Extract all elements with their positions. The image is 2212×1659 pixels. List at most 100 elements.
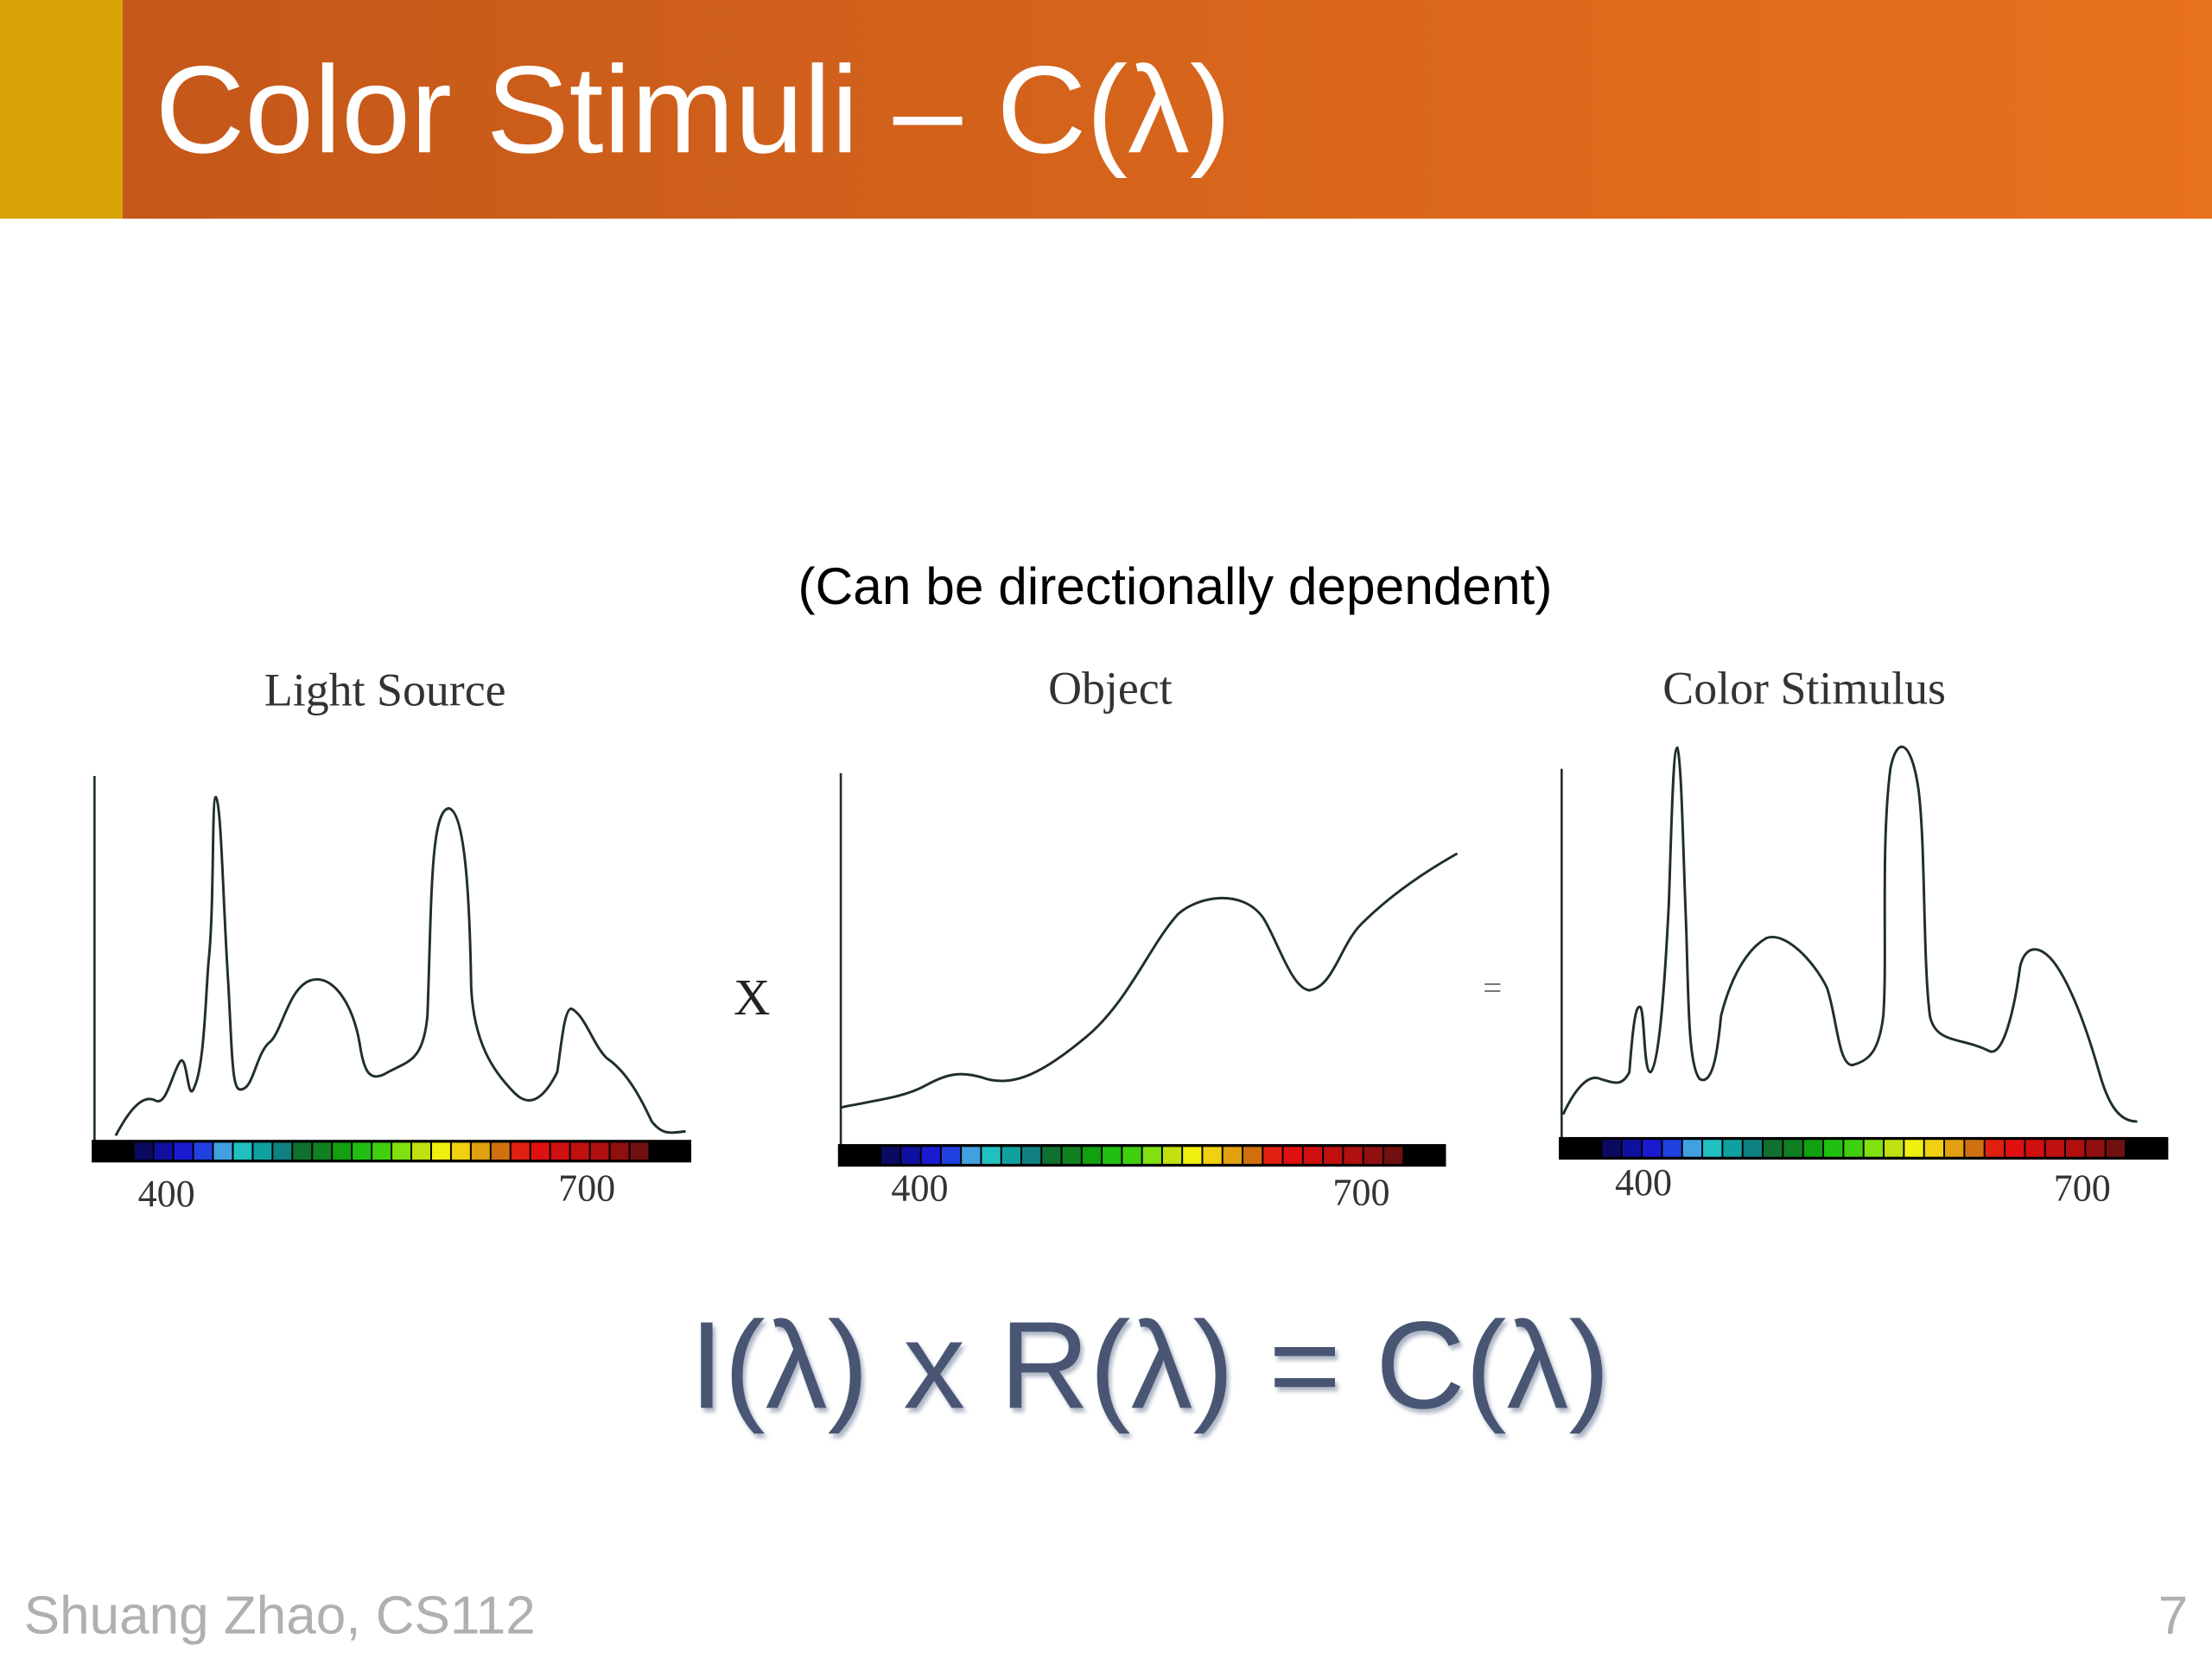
- spectrum-cell: [962, 1147, 981, 1164]
- spectrum-cell: [570, 1142, 589, 1160]
- tick-label: 700: [1332, 1171, 1389, 1213]
- spectrum-cell: [1622, 1140, 1642, 1157]
- spectrum-cell: [1142, 1147, 1161, 1164]
- spectrum-cell: [1162, 1147, 1182, 1164]
- spectrum-cell: [941, 1147, 961, 1164]
- spectrum-cell: [982, 1147, 1001, 1164]
- panel-label: Light Source: [264, 664, 506, 715]
- panel-label: Object: [1048, 663, 1173, 715]
- spectrum-cell: [1743, 1140, 1763, 1157]
- tick-label: 700: [558, 1166, 615, 1209]
- spectrum-cell: [174, 1142, 193, 1160]
- spectrum-cell: [1383, 1147, 1403, 1164]
- spectrum-cell: [1985, 1140, 2005, 1157]
- spectrum-cell: [134, 1142, 153, 1160]
- spectrum-cell: [1723, 1140, 1742, 1157]
- spectrum-cell: [2086, 1140, 2105, 1157]
- spectrum-cell: [1042, 1147, 1061, 1164]
- spectrum-cell: [353, 1142, 372, 1160]
- spectrum-cell: [1021, 1147, 1041, 1164]
- spectrum-cell: [1082, 1147, 1102, 1164]
- tick-label: 400: [138, 1173, 195, 1215]
- spectrum-cell: [154, 1142, 173, 1160]
- spectrum-cell: [630, 1142, 649, 1160]
- spectrum-cell: [1864, 1140, 1884, 1157]
- spectrum-cell: [1263, 1147, 1282, 1164]
- spectrum-cell: [313, 1142, 332, 1160]
- spectrum-cell: [1824, 1140, 1843, 1157]
- spectrum-cell: [213, 1142, 232, 1160]
- spectrum-cell: [2025, 1140, 2044, 1157]
- spectrum-cell: [921, 1147, 940, 1164]
- spectrum-cell: [1783, 1140, 1802, 1157]
- spectrum-cell: [194, 1142, 213, 1160]
- spectrum-cell: [392, 1142, 411, 1160]
- spectrum-cell: [1904, 1140, 1923, 1157]
- spectrum-cell: [451, 1142, 470, 1160]
- spectrum-cell: [1643, 1140, 1662, 1157]
- spectrum-cell: [1965, 1140, 1984, 1157]
- spectrum-cell: [1122, 1147, 1141, 1164]
- slide-title: Color Stimuli – C(λ): [156, 41, 1231, 179]
- spectrum-cell: [1764, 1140, 1783, 1157]
- tick-label: 400: [1615, 1161, 1672, 1204]
- spectrum-cell: [1283, 1147, 1302, 1164]
- spectrum-cell: [2106, 1140, 2126, 1157]
- object-curve: [840, 852, 1459, 1109]
- spectrum-cell: [491, 1142, 510, 1160]
- spectrum-cell: [1243, 1147, 1262, 1164]
- light-source-curve: [114, 795, 686, 1136]
- header-bar: [0, 0, 2212, 219]
- spectrum-cell: [233, 1142, 252, 1160]
- spectrum-cell: [1183, 1147, 1202, 1164]
- panel-label: Color Stimulus: [1662, 663, 1946, 715]
- spectrum-cell: [1803, 1140, 1823, 1157]
- spectrum-cell: [610, 1142, 629, 1160]
- spectrum-cell: [1303, 1147, 1323, 1164]
- spectrum-cell: [1602, 1140, 1621, 1157]
- equals-sign: =: [1483, 969, 1502, 1007]
- spectrum-cell: [253, 1142, 272, 1160]
- spectrum-cell: [901, 1147, 920, 1164]
- tick-label: 400: [891, 1166, 948, 1209]
- spectrum-cell: [1001, 1147, 1021, 1164]
- equation: I(λ) x R(λ) = C(λ): [690, 1296, 1610, 1434]
- page-number: 7: [2158, 1586, 2189, 1646]
- spectrum-cell: [1223, 1147, 1243, 1164]
- spectrum-cell: [590, 1142, 609, 1160]
- spectrum-cell: [1662, 1140, 1681, 1157]
- footer-author: Shuang Zhao, CS112: [24, 1586, 536, 1646]
- spectrum-cell: [1344, 1147, 1363, 1164]
- spectrum-cell: [881, 1147, 900, 1164]
- spectrum-cell: [1363, 1147, 1382, 1164]
- spectrum-cell: [372, 1142, 391, 1160]
- spectrum-cell: [1682, 1140, 1702, 1157]
- spectrum-cell: [471, 1142, 490, 1160]
- spectrum-cell: [1924, 1140, 1944, 1157]
- spectrum-cell: [293, 1142, 312, 1160]
- spectrum-cell: [1885, 1140, 1904, 1157]
- spectrum-cell: [273, 1142, 292, 1160]
- spectrum-bars: [92, 1136, 2169, 1167]
- spectrum-cell: [531, 1142, 550, 1160]
- spectrum-cell: [1203, 1147, 1222, 1164]
- spectrum-cell: [2005, 1140, 2024, 1157]
- spectrum-cell: [431, 1142, 450, 1160]
- color-stimulus-curve: [1561, 746, 2138, 1123]
- spectrum-cell: [550, 1142, 569, 1160]
- header-accent: [0, 0, 124, 219]
- multiply-sign: X: [734, 969, 770, 1026]
- subtitle: (Can be directionally dependent): [798, 556, 1553, 615]
- spectrum-cell: [1945, 1140, 1964, 1157]
- spectrum-cell: [1062, 1147, 1081, 1164]
- spectrum-cell: [511, 1142, 530, 1160]
- spectrum-cell: [1324, 1147, 1343, 1164]
- spectrum-cell: [1844, 1140, 1863, 1157]
- spectrum-cell: [2045, 1140, 2065, 1157]
- spectrum-cell: [1103, 1147, 1122, 1164]
- spectrum-cell: [2066, 1140, 2085, 1157]
- spectrum-cell: [333, 1142, 352, 1160]
- tick-label: 700: [2054, 1166, 2111, 1209]
- spectrum-cell: [1703, 1140, 1722, 1157]
